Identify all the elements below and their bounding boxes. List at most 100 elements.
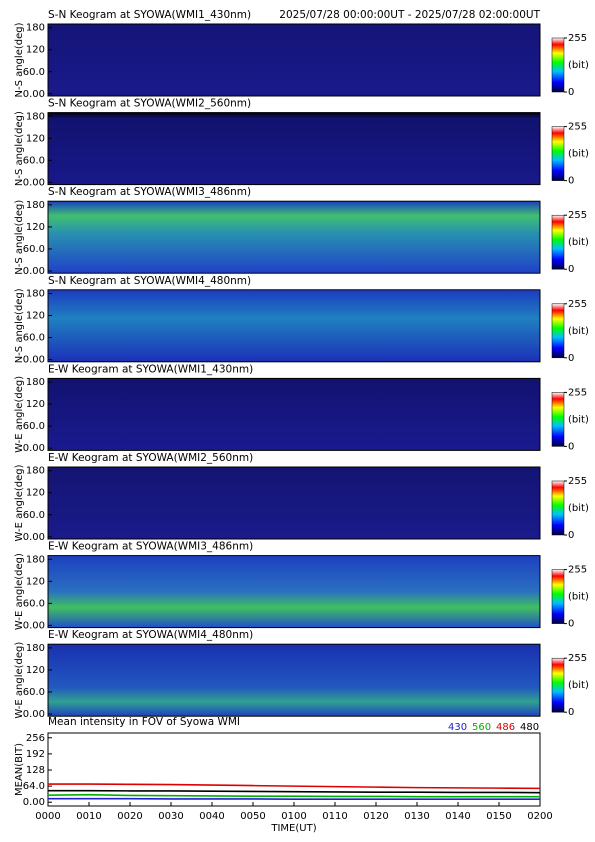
plot-frame: [47, 643, 541, 717]
plot-frame: [47, 466, 541, 540]
panel-title: S-N Keogram at SYOWA(WMI4_480nm): [48, 275, 251, 287]
y-tick-label: 60.0: [23, 598, 45, 609]
colorbar: [551, 214, 565, 270]
plot-frame: [47, 377, 541, 451]
x-tick-label: 0050: [240, 811, 265, 822]
plot-frame: [47, 23, 541, 97]
colorbar: [551, 480, 565, 536]
plot-frame: [47, 732, 541, 807]
colorbar-label: (bit): [568, 592, 589, 603]
colorbar-label: (bit): [568, 414, 589, 425]
y-tick-label: 180: [26, 643, 45, 654]
colorbar: [551, 303, 565, 359]
x-tick-label: 0040: [199, 811, 224, 822]
legend-entry: 430: [448, 722, 467, 733]
y-tick-label: 0.00: [23, 177, 45, 188]
y-tick-label: 180: [26, 377, 45, 388]
y-tick-label: 60.0: [23, 333, 45, 344]
y-axis-label: MEAN(BIT): [14, 743, 25, 796]
plot-frame: [47, 289, 541, 363]
keogram-image: [48, 555, 540, 628]
y-tick-label: 180: [26, 554, 45, 565]
y-tick-label: 180: [26, 466, 45, 477]
colorbar-tick-label: 255: [568, 33, 587, 44]
colorbar-label: (bit): [568, 326, 589, 337]
colorbar-tick-label: 255: [568, 299, 587, 310]
x-tick-label: 0200: [527, 811, 552, 822]
y-tick-label: 180: [26, 23, 45, 34]
colorbar-tick-label: 255: [568, 122, 587, 133]
y-tick-label: 120: [26, 488, 45, 499]
colorbar-tick-label: 0: [568, 707, 574, 718]
y-tick-label: 0.00: [23, 532, 45, 543]
colorbar: [551, 37, 565, 93]
y-axis-label: N-S angle(deg): [14, 288, 25, 363]
plot-frame: [47, 200, 541, 274]
panel-subtitle: 2025/07/28 00:00:00UT - 2025/07/28 02:00…: [279, 9, 540, 21]
keogram-image: [48, 378, 540, 451]
series-line: [47, 793, 540, 798]
colorbar-tick-label: 255: [568, 476, 587, 487]
y-tick-label: 0.00: [23, 620, 45, 631]
y-tick-label: 64.0: [23, 781, 45, 792]
x-tick-label: 0140: [445, 811, 470, 822]
colorbar: [551, 392, 565, 447]
colorbar-label: (bit): [568, 60, 589, 71]
colorbar-tick-label: 255: [568, 387, 587, 398]
y-tick-label: 0.00: [23, 797, 45, 808]
colorbar: [551, 126, 565, 181]
colorbar-tick-label: 255: [568, 565, 587, 576]
keogram-image: [48, 644, 540, 717]
colorbar-label: (bit): [568, 503, 589, 514]
x-tick-label: 0150: [486, 811, 511, 822]
series-line: [48, 797, 540, 801]
y-tick-label: 0.00: [23, 355, 45, 366]
chart-title: Mean intensity in FOV of Syowa WMI: [48, 716, 240, 728]
colorbar-label: (bit): [568, 237, 589, 248]
y-axis-label: W-E angle(deg): [14, 464, 25, 541]
y-tick-label: 120: [26, 311, 45, 322]
colorbar-tick-label: 0: [568, 264, 574, 275]
series-line: [48, 789, 541, 794]
plot-frame: [47, 112, 541, 186]
panel-title: E-W Keogram at SYOWA(WMI2_560nm): [48, 452, 253, 464]
y-tick-label: 180: [26, 111, 45, 122]
colorbar-tick-label: 255: [568, 210, 587, 221]
y-tick-label: 192: [26, 749, 45, 760]
keogram-image: [48, 112, 540, 185]
x-tick-label: 0030: [158, 811, 183, 822]
y-tick-label: 180: [26, 200, 45, 211]
y-tick-label: 60.0: [23, 687, 45, 698]
y-tick-label: 0.00: [23, 443, 45, 454]
x-tick-label: 0100: [281, 811, 306, 822]
y-tick-label: 0.00: [23, 709, 45, 720]
x-tick-label: 0010: [76, 811, 101, 822]
y-tick-label: 60.0: [23, 510, 45, 521]
y-axis-label: W-E angle(deg): [14, 553, 25, 630]
panel-title: E-W Keogram at SYOWA(WMI4_480nm): [48, 629, 253, 641]
y-tick-label: 60.0: [23, 421, 45, 432]
colorbar-tick-label: 0: [568, 176, 574, 187]
legend-entry: 560: [472, 722, 491, 733]
y-tick-label: 120: [26, 665, 45, 676]
colorbar-tick-label: 0: [568, 530, 574, 541]
colorbar: [551, 569, 565, 624]
y-tick-label: 60.0: [23, 67, 45, 78]
y-tick-label: 60.0: [23, 155, 45, 166]
y-axis-label: N-S angle(deg): [14, 22, 25, 97]
plot-frame: [47, 555, 541, 629]
keogram-image: [48, 24, 540, 96]
legend-entry: 486: [496, 722, 515, 733]
x-tick-label: 0020: [117, 811, 142, 822]
colorbar-label: (bit): [568, 149, 589, 160]
y-tick-label: 120: [26, 45, 45, 56]
keogram-image: [48, 201, 540, 274]
y-tick-label: 256: [26, 733, 45, 744]
y-tick-label: 0.00: [23, 89, 45, 100]
x-axis-label: TIME(UT): [270, 823, 316, 834]
colorbar-tick-label: 0: [568, 619, 574, 630]
colorbar-tick-label: 255: [568, 653, 587, 664]
x-tick-label: 0120: [363, 811, 388, 822]
colorbar: [551, 657, 565, 713]
